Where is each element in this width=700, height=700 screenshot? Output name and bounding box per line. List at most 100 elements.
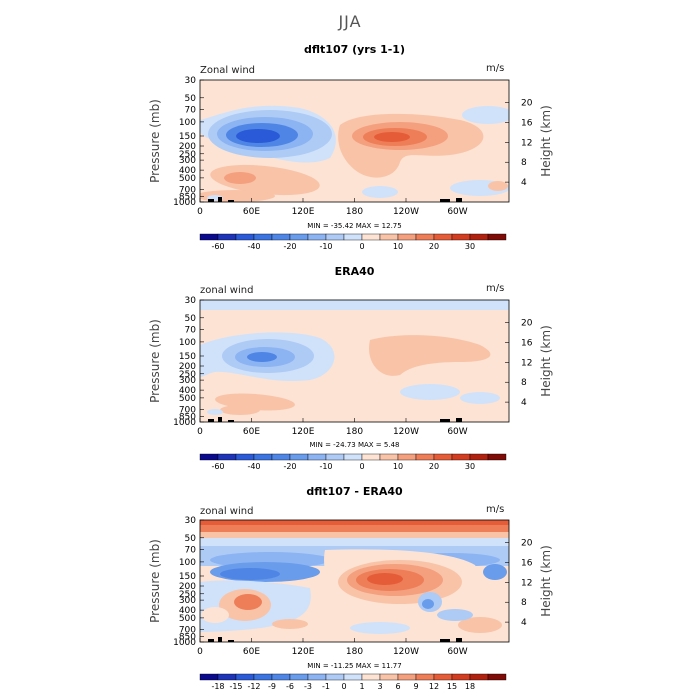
x-tick-label: 0 xyxy=(197,207,203,217)
y-tick-label: 500 xyxy=(179,614,196,624)
panel-units-label: m/s xyxy=(486,504,505,515)
x-tick-label: 120W xyxy=(393,647,419,657)
colorbar-swatch xyxy=(289,673,309,681)
contour-region xyxy=(272,619,308,629)
contour-region xyxy=(201,607,229,623)
colorbar-label: 0 xyxy=(341,682,346,691)
contour-region xyxy=(460,392,500,404)
colorbar-label: 30 xyxy=(465,242,475,251)
y-tick-label: 100 xyxy=(179,118,196,128)
colorbar-swatch xyxy=(325,673,345,681)
y-tick-label: 1000 xyxy=(173,638,196,648)
x-tick-label: 60W xyxy=(447,647,467,657)
colorbar-label: -40 xyxy=(247,462,260,471)
y2-tick-label: 12 xyxy=(521,578,532,588)
y-tick-label: 150 xyxy=(179,572,196,582)
topography-mark xyxy=(440,419,450,422)
y2-axis-title: Height (km) xyxy=(539,545,553,616)
panel-variable-label: zonal wind xyxy=(200,506,254,517)
x-tick-label: 120E xyxy=(292,427,315,437)
contour-region xyxy=(234,594,262,610)
contour-region xyxy=(458,617,502,633)
topography-mark xyxy=(228,640,234,642)
colorbar-label: 0 xyxy=(359,242,364,251)
y-tick-label: 700 xyxy=(179,626,196,636)
y-axis-title: Pressure (mb) xyxy=(148,539,162,623)
colorbar-label: 0 xyxy=(359,462,364,471)
colorbar-label: 20 xyxy=(429,242,439,251)
colorbar-swatch xyxy=(235,673,255,681)
colorbar-label: -1 xyxy=(322,682,330,691)
colorbar-label: -40 xyxy=(247,242,260,251)
contour-region xyxy=(200,520,509,525)
contour-region xyxy=(350,622,410,634)
x-tick-label: 120W xyxy=(393,427,419,437)
contour-region xyxy=(200,525,509,532)
colorbar-label: 1 xyxy=(359,682,364,691)
colorbar-label: -60 xyxy=(211,242,224,251)
colorbar-label: -10 xyxy=(319,462,332,471)
contour-region xyxy=(437,609,473,621)
contour-region xyxy=(200,538,509,546)
x-tick-label: 180 xyxy=(346,207,363,217)
y2-tick-label: 8 xyxy=(521,598,527,608)
y-tick-label: 500 xyxy=(179,174,196,184)
topography-mark xyxy=(218,637,222,642)
colorbar-swatch xyxy=(469,673,489,681)
y-tick-label: 400 xyxy=(179,606,196,616)
y2-tick-label: 4 xyxy=(521,178,527,188)
y-tick-label: 70 xyxy=(185,545,197,555)
contour-region xyxy=(200,532,509,538)
contour-region xyxy=(367,573,403,585)
topography-mark xyxy=(208,639,214,642)
y-tick-label: 50 xyxy=(185,94,197,104)
topography-mark xyxy=(218,197,222,202)
colorbar-swatch xyxy=(361,673,381,681)
y-tick-label: 200 xyxy=(179,142,196,152)
colorbar-label: -20 xyxy=(283,462,296,471)
y2-tick-label: 8 xyxy=(521,378,527,388)
x-tick-label: 0 xyxy=(197,427,203,437)
y2-tick-label: 4 xyxy=(521,618,527,628)
contour-region xyxy=(220,405,260,415)
x-tick-label: 120W xyxy=(393,207,419,217)
contour-region xyxy=(462,106,509,124)
contour-region xyxy=(200,300,509,310)
season-title: JJA xyxy=(338,12,362,31)
y-tick-label: 250 xyxy=(179,370,196,380)
topography-mark xyxy=(456,418,462,422)
colorbar-label: 20 xyxy=(429,462,439,471)
y-tick-label: 70 xyxy=(185,325,197,335)
y2-tick-label: 16 xyxy=(521,558,533,568)
x-tick-label: 60W xyxy=(447,427,467,437)
colorbar-swatch xyxy=(343,673,363,681)
panel-units-label: m/s xyxy=(486,63,505,74)
topography-mark xyxy=(440,639,450,642)
y-tick-label: 700 xyxy=(179,406,196,416)
topography-mark xyxy=(228,200,234,202)
y2-axis-title: Height (km) xyxy=(539,105,553,176)
y-axis-title: Pressure (mb) xyxy=(148,99,162,183)
y2-tick-label: 16 xyxy=(521,118,533,128)
contour-field xyxy=(200,520,509,642)
x-tick-label: 180 xyxy=(346,647,363,657)
colorbar-swatch xyxy=(415,673,435,681)
topography-mark xyxy=(456,198,462,202)
colorbar-swatch xyxy=(379,673,399,681)
colorbar-swatch xyxy=(217,673,237,681)
colorbar-swatch xyxy=(487,453,507,461)
panel-units-label: m/s xyxy=(486,283,505,294)
x-tick-label: 180 xyxy=(346,427,363,437)
y-tick-label: 50 xyxy=(185,314,197,324)
y-tick-label: 400 xyxy=(179,166,196,176)
colorbar-swatch xyxy=(487,673,507,681)
contour-region xyxy=(369,335,491,376)
topography-mark xyxy=(228,420,234,422)
colorbar-label: -12 xyxy=(247,682,260,691)
colorbar-swatch xyxy=(433,673,453,681)
y-tick-label: 100 xyxy=(179,338,196,348)
colorbar-label: 15 xyxy=(447,682,457,691)
y-tick-label: 300 xyxy=(179,376,196,386)
